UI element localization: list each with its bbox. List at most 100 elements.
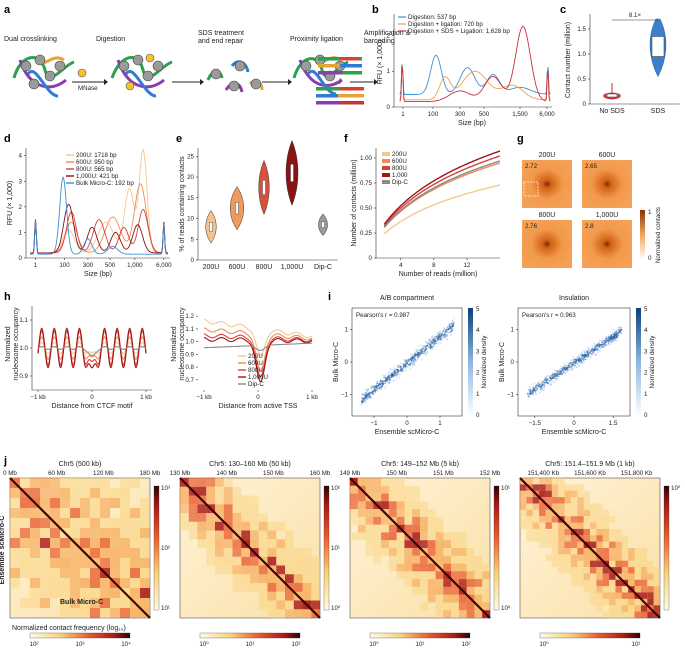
panel-j-cell	[615, 535, 622, 542]
panel-i-point	[604, 344, 607, 346]
panel-j-bottom-tick-1: 10⁰	[199, 641, 209, 648]
panel-j-cell	[80, 608, 90, 618]
panel-i-point	[578, 364, 580, 366]
panel-i-point	[371, 390, 373, 392]
panel-i-point	[446, 334, 448, 336]
panel-h-right-ytick-label: 0.9	[185, 351, 194, 358]
panel-j-cell	[373, 485, 382, 494]
panel-i-point	[438, 341, 441, 344]
panel-j-cell	[267, 591, 277, 601]
panel-j-cell	[20, 498, 30, 508]
panel-h-left-series-0	[37, 341, 147, 355]
panel-i-point	[611, 340, 613, 342]
panel-i-ylabel-1: Bulk Micro-C	[333, 342, 340, 382]
panel-i-point	[411, 362, 413, 364]
panel-i-point	[395, 373, 397, 375]
panel-i-point	[583, 361, 585, 364]
panel-j-cell	[30, 488, 40, 498]
panel-j-cell	[250, 556, 259, 566]
panel-g-cbar-label: Normalized contacts	[655, 207, 662, 263]
panel-i-point	[600, 345, 603, 348]
panel-i-point	[422, 352, 424, 354]
panel-i-point	[414, 359, 417, 361]
panel-i-point	[603, 343, 605, 345]
panel-i-point	[397, 366, 399, 369]
panel-i-point	[605, 337, 608, 339]
panel-i-point	[614, 337, 617, 339]
panel-i-point	[553, 375, 555, 378]
panel-j-cell	[577, 522, 584, 529]
panel-j-cell	[80, 518, 90, 528]
panel-i-point	[532, 390, 534, 392]
panel-i-point	[533, 388, 535, 390]
panel-j-cell	[420, 602, 428, 611]
panel-j-cell	[551, 490, 559, 498]
panel-i-point	[540, 382, 543, 385]
panel-j-cell	[474, 586, 483, 595]
panel-i-point	[402, 359, 405, 361]
panel-j-cell	[276, 548, 286, 557]
panel-j-cell	[100, 518, 110, 528]
panel-j-cell	[120, 608, 130, 618]
panel-i-point	[563, 366, 565, 369]
panel-i-point	[562, 373, 564, 375]
panel-i-point	[583, 353, 586, 356]
panel-j-cell	[215, 565, 224, 575]
panel-j-cell	[596, 528, 603, 536]
panel-i-point	[599, 350, 601, 352]
panel-j-cell	[10, 528, 20, 538]
panel-i-point	[389, 377, 392, 380]
panel-j-cell	[388, 485, 397, 494]
panel-j-cell	[206, 556, 216, 566]
panel-i-point	[371, 392, 373, 394]
panel-i-point	[361, 400, 363, 402]
panel-i-point	[545, 381, 547, 383]
panel-i-point	[426, 352, 429, 355]
panel-i-point	[374, 391, 376, 393]
panel-j-cell	[140, 548, 150, 558]
panel-j-cell	[621, 592, 629, 599]
panel-i-point	[406, 363, 408, 365]
panel-j-cell	[241, 548, 251, 557]
panel-j-cell	[647, 579, 654, 587]
panel-j-cell	[602, 516, 610, 523]
panel-j-cell	[110, 588, 120, 598]
panel-j-cell	[609, 605, 616, 612]
panel-j-cell	[596, 567, 603, 574]
panel-j-cell	[258, 539, 268, 549]
panel-i-point	[540, 390, 542, 392]
panel-i-cbar-tick-2: 3	[644, 348, 648, 355]
panel-i-point	[414, 353, 416, 355]
panel-j-cell	[90, 598, 100, 608]
panel-i-point	[376, 380, 378, 383]
panel-i-point	[598, 341, 600, 344]
panel-j-cell	[241, 556, 251, 566]
panel-i-point	[591, 345, 593, 348]
panel-j-cell	[120, 508, 130, 518]
panel-j-cell	[293, 565, 303, 575]
panel-j-cell	[90, 608, 100, 618]
panel-i-point	[529, 389, 532, 391]
panel-j-cell	[551, 548, 559, 555]
panel-i-point	[376, 383, 378, 385]
panel-j-cell	[545, 478, 552, 485]
chromatin-illustration-3	[206, 60, 264, 93]
panel-i-point	[373, 388, 375, 390]
panel-j-cell	[458, 532, 467, 541]
panel-i-point	[608, 338, 611, 340]
panel-i-point	[396, 365, 398, 367]
panel-j-cell	[590, 516, 597, 523]
panel-j-cell	[615, 560, 622, 568]
panel-i-point	[450, 323, 452, 325]
panel-j-cell	[647, 598, 654, 606]
panel-j-cell	[443, 579, 452, 587]
panel-j-cell	[404, 485, 413, 494]
panel-j-cell	[223, 478, 233, 487]
panel-i-point	[436, 340, 438, 342]
panel-j-cell	[539, 490, 546, 498]
panel-i-point	[547, 382, 549, 384]
panel-j-cell	[621, 535, 629, 542]
panel-i-point	[416, 356, 419, 358]
panel-i-point	[453, 322, 455, 324]
panel-i-point	[557, 373, 559, 376]
